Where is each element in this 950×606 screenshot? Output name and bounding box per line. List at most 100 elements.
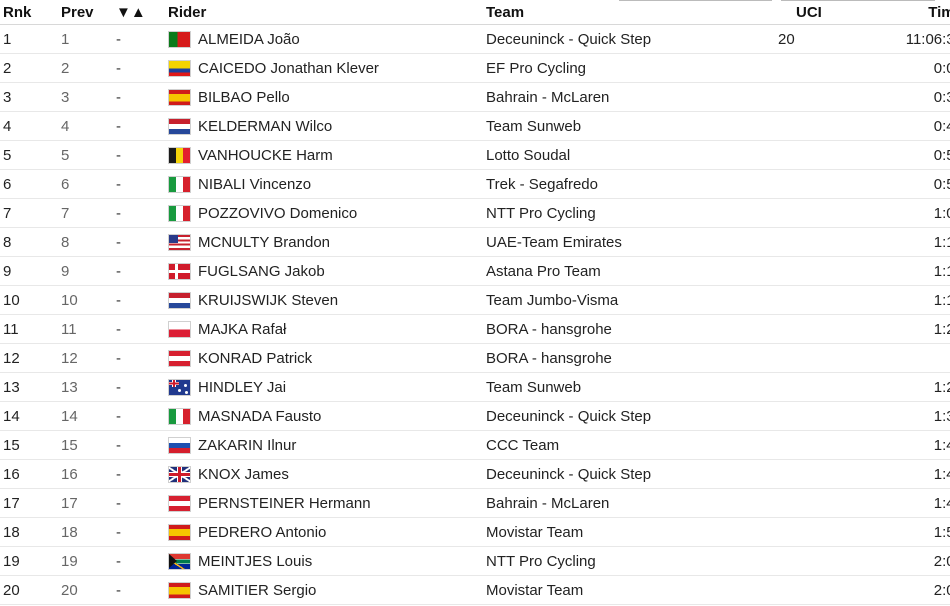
rider-cell: HINDLEY Jai bbox=[168, 372, 486, 402]
header-change-sort[interactable]: ▼▲ bbox=[116, 0, 168, 25]
rank-cell: 19 bbox=[0, 546, 61, 576]
header-time[interactable]: Time bbox=[864, 0, 950, 25]
rider-link[interactable]: POZZOVIVO Domenico bbox=[198, 204, 358, 222]
rank-cell: 11 bbox=[0, 314, 61, 344]
header-uci[interactable]: UCI bbox=[776, 0, 864, 25]
rider-link[interactable]: KELDERMAN Wilco bbox=[198, 117, 333, 135]
time-cell: 0:57 bbox=[864, 169, 950, 199]
rider-link[interactable]: MASNADA Fausto bbox=[198, 407, 322, 425]
rider-link[interactable]: ZAKARIN Ilnur bbox=[198, 436, 297, 454]
rider-link[interactable]: SAMITIER Sergio bbox=[198, 581, 317, 599]
rank-cell: 13 bbox=[0, 372, 61, 402]
rank-cell: 14 bbox=[0, 401, 61, 431]
rider-link[interactable]: ALMEIDA João bbox=[198, 30, 300, 48]
rider-cell: ALMEIDA João bbox=[168, 24, 486, 54]
rank-change-cell: - bbox=[116, 140, 168, 170]
table-row: 9 9 - FUGLSANG Jakob Astana Pro Team 1:1… bbox=[0, 256, 950, 286]
header-rider[interactable]: Rider bbox=[168, 0, 486, 25]
rider-cell: MEINTJES Louis bbox=[168, 546, 486, 576]
rider-link[interactable]: KNOX James bbox=[198, 465, 289, 483]
team-link[interactable]: Team Jumbo-Visma bbox=[486, 285, 776, 315]
uci-points-cell bbox=[776, 314, 864, 344]
flag-portugal-icon bbox=[169, 31, 190, 47]
time-cell: 2:08 bbox=[864, 575, 950, 605]
uci-points-cell bbox=[776, 227, 864, 257]
rank-cell: 12 bbox=[0, 343, 61, 373]
team-link[interactable]: NTT Pro Cycling bbox=[486, 198, 776, 228]
team-link[interactable]: Astana Pro Team bbox=[486, 256, 776, 286]
flag-denmark-icon bbox=[169, 263, 190, 279]
table-row: 7 7 - POZZOVIVO Domenico NTT Pro Cycling… bbox=[0, 198, 950, 228]
rider-cell: BILBAO Pello bbox=[168, 82, 486, 112]
header-row: Rnk Prev ▼▲ Rider Team UCI Time bbox=[0, 0, 950, 25]
prev-rank-cell: 18 bbox=[61, 517, 116, 547]
rider-link[interactable]: CAICEDO Jonathan Klever bbox=[198, 59, 379, 77]
team-link[interactable]: BORA - hansgrohe bbox=[486, 343, 776, 373]
rider-link[interactable]: PEDRERO Antonio bbox=[198, 523, 327, 541]
rider-link[interactable]: KONRAD Patrick bbox=[198, 349, 313, 367]
rank-cell: 20 bbox=[0, 575, 61, 605]
rank-cell: 16 bbox=[0, 459, 61, 489]
rider-link[interactable]: VANHOUCKE Harm bbox=[198, 146, 333, 164]
time-cell: 11:06:36 bbox=[864, 24, 950, 54]
rider-cell: KNOX James bbox=[168, 459, 486, 489]
team-link[interactable]: BORA - hansgrohe bbox=[486, 314, 776, 344]
rider-link[interactable]: BILBAO Pello bbox=[198, 88, 290, 106]
header-rank[interactable]: Rnk bbox=[0, 0, 61, 25]
header-prev[interactable]: Prev bbox=[61, 0, 116, 25]
uci-points-cell bbox=[776, 372, 864, 402]
time-cell: 1:52 bbox=[864, 517, 950, 547]
team-link[interactable]: Bahrain - McLaren bbox=[486, 488, 776, 518]
table-row: 12 12 - KONRAD Patrick BORA - hansgrohe … bbox=[0, 343, 950, 373]
team-link[interactable]: Deceuninck - Quick Step bbox=[486, 24, 776, 54]
rider-link[interactable]: NIBALI Vincenzo bbox=[198, 175, 312, 193]
rider-link[interactable]: FUGLSANG Jakob bbox=[198, 262, 325, 280]
team-link[interactable]: UAE-Team Emirates bbox=[486, 227, 776, 257]
team-link[interactable]: Movistar Team bbox=[486, 575, 776, 605]
prev-rank-cell: 10 bbox=[61, 285, 116, 315]
team-link[interactable]: Lotto Soudal bbox=[486, 140, 776, 170]
flag-usa-icon bbox=[169, 234, 190, 250]
rider-link[interactable]: PERNSTEINER Hermann bbox=[198, 494, 371, 512]
rank-change-cell: - bbox=[116, 53, 168, 83]
rider-cell: MAJKA Rafał bbox=[168, 314, 486, 344]
team-link[interactable]: Bahrain - McLaren bbox=[486, 82, 776, 112]
team-link[interactable]: Trek - Segafredo bbox=[486, 169, 776, 199]
team-link[interactable]: Movistar Team bbox=[486, 517, 776, 547]
rank-cell: 17 bbox=[0, 488, 61, 518]
rider-link[interactable]: MAJKA Rafał bbox=[198, 320, 287, 338]
team-link[interactable]: EF Pro Cycling bbox=[486, 53, 776, 83]
team-link[interactable]: Deceuninck - Quick Step bbox=[486, 459, 776, 489]
rank-change-cell: - bbox=[116, 285, 168, 315]
team-link[interactable]: NTT Pro Cycling bbox=[486, 546, 776, 576]
table-row: 13 13 - HINDLEY Jai Team Sunweb 1:29 bbox=[0, 372, 950, 402]
rank-cell: 7 bbox=[0, 198, 61, 228]
flag-austria-icon bbox=[169, 350, 190, 366]
flag-poland-icon bbox=[169, 321, 190, 337]
rider-cell: ZAKARIN Ilnur bbox=[168, 430, 486, 460]
prev-rank-cell: 3 bbox=[61, 82, 116, 112]
flag-italy-icon bbox=[169, 176, 190, 192]
table-row: 20 20 - SAMITIER Sergio Movistar Team 2:… bbox=[0, 575, 950, 605]
rider-link[interactable]: MEINTJES Louis bbox=[198, 552, 313, 570]
team-link[interactable]: Team Sunweb bbox=[486, 372, 776, 402]
rider-cell: MASNADA Fausto bbox=[168, 401, 486, 431]
rider-link[interactable]: KRUIJSWIJK Steven bbox=[198, 291, 339, 309]
prev-rank-cell: 6 bbox=[61, 169, 116, 199]
rider-link[interactable]: HINDLEY Jai bbox=[198, 378, 287, 396]
uci-points-cell bbox=[776, 546, 864, 576]
rider-link[interactable]: MCNULTY Brandon bbox=[198, 233, 330, 251]
table-row: 3 3 - BILBAO Pello Bahrain - McLaren 0:3… bbox=[0, 82, 950, 112]
uci-points-cell bbox=[776, 256, 864, 286]
team-link[interactable]: CCC Team bbox=[486, 430, 776, 460]
time-cell: 1:42 bbox=[864, 459, 950, 489]
team-link[interactable]: Deceuninck - Quick Step bbox=[486, 401, 776, 431]
flag-netherlands-icon bbox=[169, 292, 190, 308]
header-team[interactable]: Team bbox=[486, 0, 776, 25]
rank-cell: 1 bbox=[0, 24, 61, 54]
table-row: 19 19 - MEINTJES Louis NTT Pro Cycling 2… bbox=[0, 546, 950, 576]
team-link[interactable]: Team Sunweb bbox=[486, 111, 776, 141]
table-row: 18 18 - PEDRERO Antonio Movistar Team 1:… bbox=[0, 517, 950, 547]
uci-points-cell bbox=[776, 140, 864, 170]
uci-points-cell bbox=[776, 53, 864, 83]
